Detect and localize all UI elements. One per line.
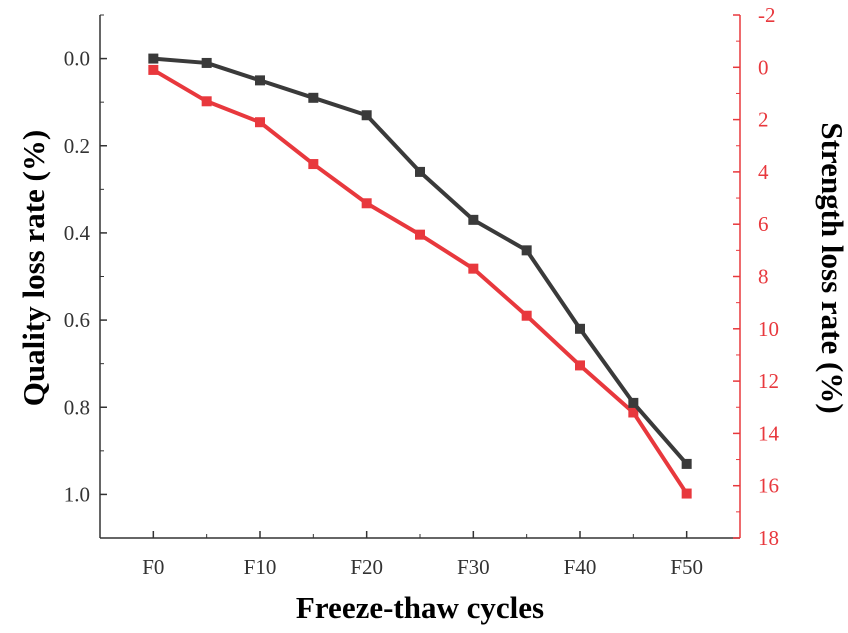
quality-data-point (415, 166, 425, 177)
strength-data-point (628, 407, 639, 418)
quality-data-point (201, 57, 212, 68)
y-axis-title: Quality loss rate (%) (16, 130, 51, 406)
quality-data-point (681, 458, 692, 469)
left-y-tick-label: 0.8 (64, 395, 90, 419)
quality-data-point (255, 75, 265, 86)
quality-data-point (148, 53, 159, 64)
right-y-tick-label: 10 (758, 317, 779, 341)
y2-axis-title: Strength loss rate (%) (815, 122, 848, 413)
right-y-tick-label: 0 (758, 55, 769, 79)
right-y-tick-label: 14 (758, 421, 780, 445)
left-y-tick-label: 0.6 (64, 308, 90, 332)
quality-data-point (468, 214, 479, 225)
right-y-tick-label: 12 (758, 369, 779, 393)
x-ticks: F0 F10 F20 F30 F40 F50 (142, 531, 703, 579)
left-y-tick-label: 0.2 (64, 134, 90, 158)
strength-data-point (255, 117, 265, 128)
right-y-tick-label: 8 (758, 265, 769, 289)
strength-data-point (468, 263, 479, 274)
strength-data-point (201, 96, 212, 107)
right-y-tick-label: 16 (758, 474, 779, 498)
quality-data-point (575, 323, 585, 334)
right-y-tick-label: 2 (758, 108, 769, 132)
strength-data-point (681, 488, 692, 499)
left-y-tick-label: 1.0 (64, 482, 90, 506)
left-y-tick-label: 0.4 (64, 221, 91, 245)
strength-data-point (521, 310, 532, 321)
x-tick-label: F50 (670, 555, 703, 579)
series-layer (148, 53, 692, 499)
x-tick-label: F40 (564, 555, 597, 579)
strength-data-point (361, 198, 372, 209)
right-y-tick-label: 6 (758, 212, 769, 236)
quality-data-point (361, 110, 372, 121)
right-y-tick-label: 18 (758, 526, 779, 550)
quality-data-point (628, 397, 639, 408)
quality-data-point (308, 92, 319, 103)
quality-series-line (153, 56, 689, 466)
x-tick-label: F10 (244, 555, 277, 579)
strength-data-point (308, 159, 319, 170)
x-tick-label: F0 (142, 555, 164, 579)
left-y-tick-label: 0.0 (64, 47, 90, 71)
left-y-ticks: 0.0 0.2 0.4 0.6 0.8 1.0 (64, 14, 107, 539)
x-tick-label: F20 (350, 555, 383, 579)
strength-data-point (575, 360, 585, 371)
right-y-ticks: -2 0 2 4 6 8 10 12 14 16 18 (733, 3, 780, 550)
x-axis-title: Freeze-thaw cycles (296, 590, 544, 625)
x-tick-label: F30 (457, 555, 490, 579)
strength-data-point (148, 64, 159, 75)
right-y-tick-label: 4 (758, 160, 769, 184)
quality-data-point (521, 245, 532, 256)
right-y-tick-label: -2 (758, 3, 776, 27)
strength-series-line (152, 68, 689, 495)
strength-data-point (415, 229, 425, 240)
